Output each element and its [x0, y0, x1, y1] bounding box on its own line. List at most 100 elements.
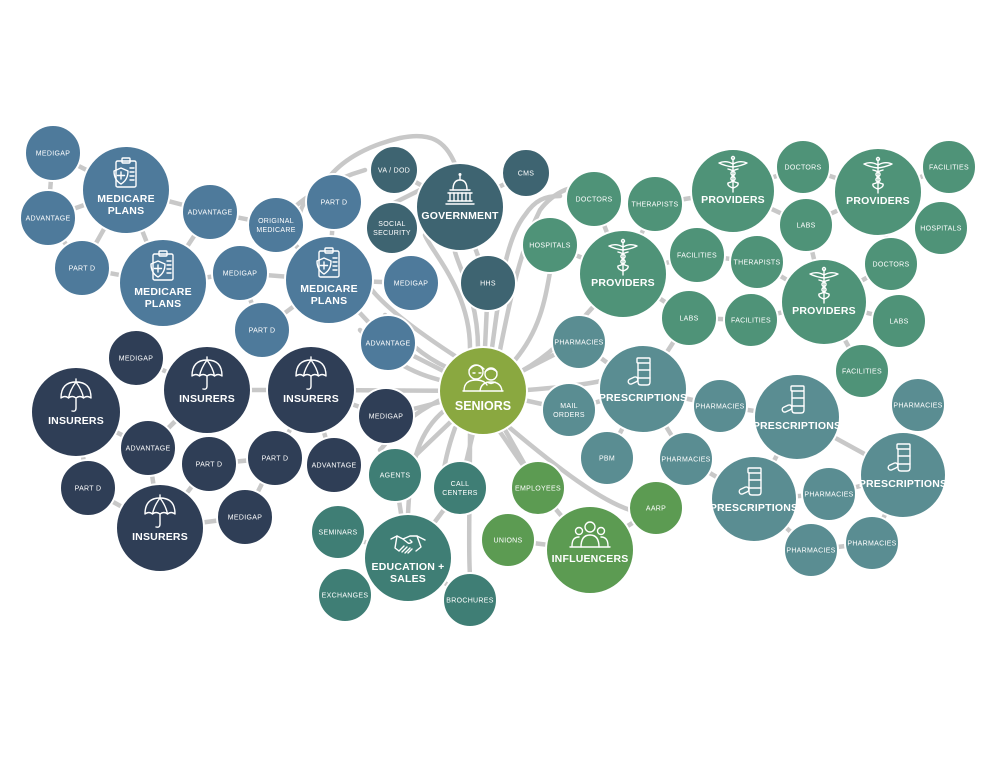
connector-curve [507, 425, 633, 513]
node-insD-medigap: MEDIGAP [216, 488, 274, 546]
node-circle [459, 254, 517, 312]
node-circle [579, 430, 635, 486]
node-title: PLANS [108, 205, 145, 217]
node-circle [545, 505, 635, 595]
node-title: SENIORS [455, 399, 511, 413]
umbrella-icon [191, 356, 223, 390]
node-label: DOCTORS [785, 165, 822, 172]
node-circle [668, 226, 726, 284]
node-circle [834, 343, 890, 399]
node-gov-ss: SOCIAL SECURITY [365, 201, 419, 255]
node-label: PART D [249, 328, 276, 335]
node-circle [565, 170, 623, 228]
node-label: ADVANTAGE [126, 446, 171, 453]
node-label: HOSPITALS [920, 226, 962, 233]
node-circle [723, 292, 779, 348]
node-circle [863, 236, 919, 292]
node-hub: SENIORS [438, 346, 528, 436]
node-label: FACILITIES [731, 318, 771, 325]
node-label: SOCIAL [378, 221, 405, 228]
node-circle [19, 189, 77, 247]
node-label: DOCTORS [873, 262, 910, 269]
node-mpC-partd: PART D [305, 173, 363, 231]
node-circle [501, 148, 551, 198]
node-pvA-ther: THERAPISTS [626, 175, 684, 233]
node-circle [628, 480, 684, 536]
node-pvD-labs: LABS [871, 293, 927, 349]
node-pvA-hosp: HOSPITALS [521, 216, 579, 274]
node-label: CMS [518, 171, 534, 178]
node-circle [871, 293, 927, 349]
node-circle [382, 254, 440, 312]
node-circle [551, 314, 607, 370]
node-pvC-doc: DOCTORS [863, 236, 919, 292]
node-label: MAIL [560, 403, 578, 410]
node-title: EDUCATION + [372, 561, 445, 573]
pill-bottle-icon [627, 357, 651, 386]
node-circle [363, 513, 453, 603]
node-title: GOVERNMENT [421, 210, 499, 222]
node-title: SALES [390, 573, 426, 585]
node-title: PRESCRIPTIONS [710, 502, 798, 514]
node-label: ADVANTAGE [366, 341, 411, 348]
caduceus-icon [809, 266, 839, 304]
node-circle [367, 447, 423, 503]
node-title: PROVIDERS [792, 305, 856, 317]
node-pvC-fac: FACILITIES [921, 139, 977, 195]
node-circle [778, 197, 834, 253]
connector-curve [422, 232, 473, 351]
node-label: FACILITIES [929, 165, 969, 172]
node-label: MEDIGAP [119, 356, 153, 363]
node-label: MEDIGAP [223, 271, 257, 278]
node-circle [107, 329, 165, 387]
node-edu-broch: BROCHURES [442, 572, 498, 628]
node-mpA-medigap: MEDIGAP [24, 124, 82, 182]
node-pvD-fac2: FACILITIES [834, 343, 890, 399]
node-circle [775, 139, 831, 195]
node-circle [890, 377, 946, 433]
clipboard-shield-icon [316, 247, 340, 278]
node-circle [921, 139, 977, 195]
umbrella-icon [60, 378, 92, 412]
caduceus-icon [718, 155, 748, 193]
node-circle [692, 378, 748, 434]
node-circle [783, 522, 839, 578]
node-circle [801, 466, 857, 522]
node-title: PRESCRIPTIONS [753, 420, 841, 432]
node-pvB: PROVIDERS [690, 148, 776, 234]
node-label: AGENTS [380, 473, 411, 480]
node-circle [247, 196, 305, 254]
node-insB-medigap: MEDIGAP [107, 329, 165, 387]
node-rxD-pharm: PHARMACIES [801, 466, 857, 522]
node-label: CALL [451, 481, 470, 488]
node-edu-sem: SEMINARS [310, 504, 366, 560]
node-label: PBM [599, 456, 615, 463]
node-circle [521, 216, 579, 274]
node-circle [305, 436, 363, 494]
node-label: PART D [196, 462, 223, 469]
node-title: PROVIDERS [701, 194, 765, 206]
node-inf-aarp: AARP [628, 480, 684, 536]
node-circle [432, 460, 488, 516]
node-rxD: PRESCRIPTIONS [710, 455, 798, 543]
node-label: MEDIGAP [369, 414, 403, 421]
node-rxD-pharm2: PHARMACIES [783, 522, 839, 578]
node-circle [359, 314, 417, 372]
node-circle [81, 145, 171, 235]
node-circle [598, 344, 688, 434]
node-mpB-medigap: MEDIGAP [211, 244, 269, 302]
umbrella-icon [295, 356, 327, 390]
node-rxC: PRESCRIPTIONS [859, 431, 947, 519]
node-label: ORIGINAL [258, 218, 294, 225]
node-circle [729, 234, 785, 290]
node-label: THERAPISTS [632, 202, 679, 209]
seniors-icon [462, 364, 504, 392]
connector-curve [369, 287, 458, 359]
node-title: PRESCRIPTIONS [859, 478, 947, 490]
node-label: PHARMACIES [847, 541, 896, 548]
node-circle [53, 239, 111, 297]
node-rxA-pharm: PHARMACIES [551, 314, 607, 370]
node-circle [365, 201, 419, 255]
